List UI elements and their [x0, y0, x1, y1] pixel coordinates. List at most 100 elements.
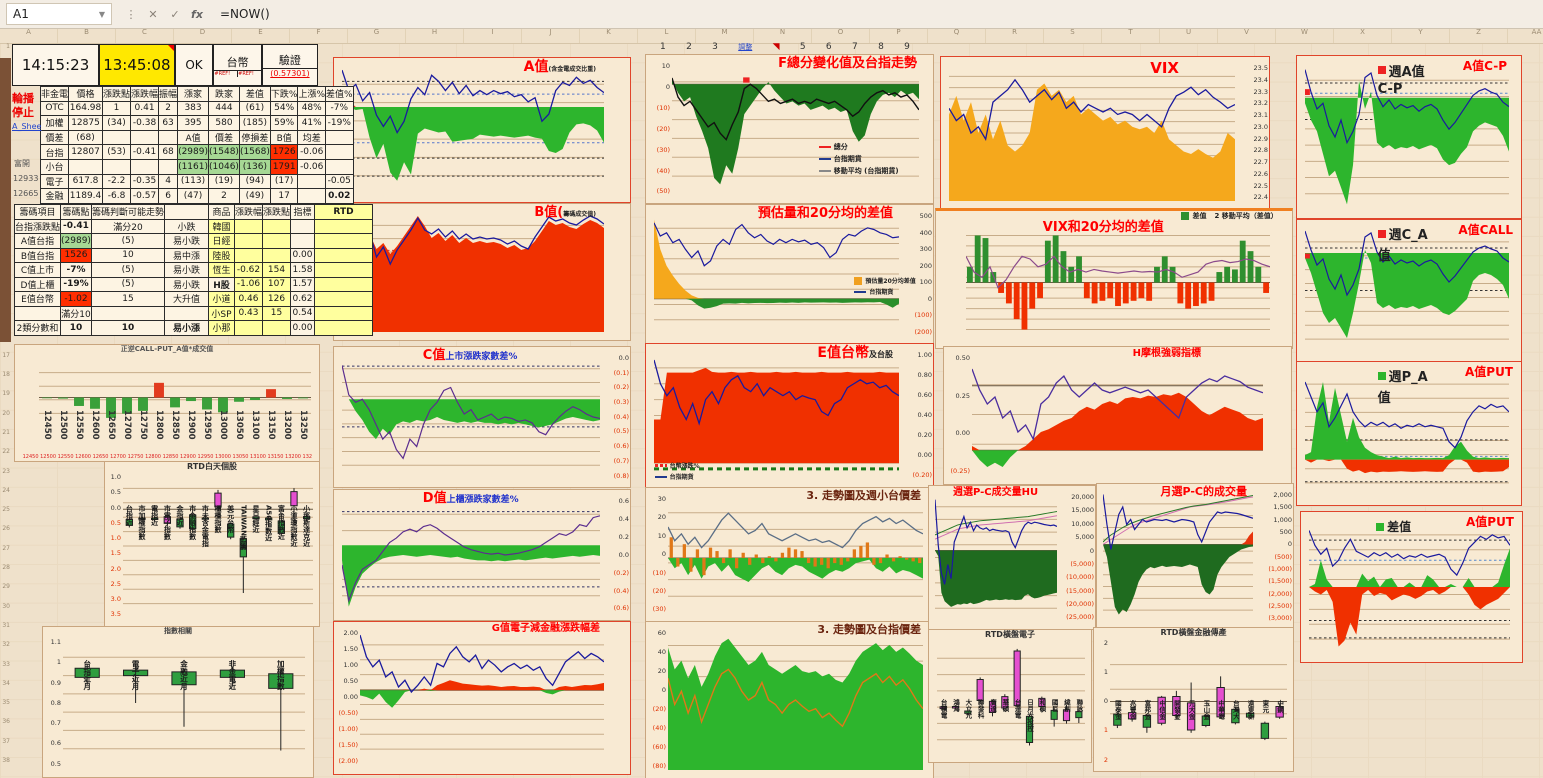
table-cell[interactable]: -0.41	[60, 218, 92, 234]
row-number[interactable]: 26	[2, 525, 10, 533]
table-cell[interactable]: 日經	[207, 233, 235, 249]
column-letter[interactable]: M	[696, 28, 754, 43]
table-cell[interactable]: (5)	[90, 262, 165, 278]
table-cell[interactable]: 0.46	[233, 291, 263, 307]
table-cell[interactable]: 小那	[207, 320, 235, 336]
table-cell[interactable]: 15	[261, 305, 292, 321]
table-cell[interactable]: 加權	[39, 115, 70, 131]
row-number[interactable]: 37	[2, 737, 10, 745]
table-cell[interactable]: C值上市	[13, 262, 62, 278]
row-number[interactable]: 34	[2, 679, 10, 687]
table-cell[interactable]: -0.35	[130, 173, 160, 190]
row-number[interactable]: 23	[2, 467, 10, 475]
table-cell[interactable]: 漲家	[177, 86, 209, 102]
table-cell[interactable]: -0.05	[325, 173, 354, 190]
table-cell[interactable]: 0.54	[290, 305, 315, 321]
table-cell[interactable]: (2989)	[177, 144, 209, 160]
table-cell[interactable]: 易小跌	[163, 276, 209, 292]
carousel-label[interactable]: 輪播	[12, 92, 34, 105]
column-letter[interactable]: V	[1218, 28, 1276, 43]
column-letter[interactable]: A	[0, 28, 58, 43]
stop-label[interactable]: 停止	[12, 106, 34, 119]
table-cell[interactable]: 商品	[207, 204, 235, 220]
table-cell[interactable]	[261, 320, 292, 336]
table-cell[interactable]: (1548)	[208, 144, 240, 160]
table-cell[interactable]: D值上櫃	[13, 276, 62, 292]
table-cell[interactable]: 漲跌幅	[130, 86, 160, 102]
table-cell[interactable]: 電子	[39, 173, 70, 190]
table-cell[interactable]: 0.41	[130, 100, 160, 117]
table-cell[interactable]: 6	[158, 188, 179, 204]
table-cell[interactable]: -0.06	[297, 144, 326, 160]
table-cell[interactable]: 停損差	[238, 129, 271, 146]
table-cell[interactable]: -19%	[60, 276, 92, 292]
row-number[interactable]: 19	[2, 390, 10, 398]
table-cell[interactable]: -0.62	[233, 262, 263, 278]
table-cell[interactable]: 陸股	[207, 247, 235, 263]
row-number[interactable]: 21	[2, 428, 10, 436]
table-cell[interactable]: -7%	[60, 262, 92, 278]
table-cell[interactable]: 價差	[208, 129, 240, 146]
table-cell[interactable]: 1726	[269, 144, 299, 160]
table-cell[interactable]: 金融	[39, 188, 70, 204]
column-letter[interactable]: D	[174, 28, 232, 43]
table-cell[interactable]: (19)	[208, 173, 240, 190]
row-number[interactable]: 1	[6, 43, 10, 50]
table-cell[interactable]: -19%	[325, 115, 354, 131]
column-letter[interactable]: S	[1044, 28, 1102, 43]
table-cell[interactable]: 均差	[297, 129, 326, 146]
table-cell[interactable]: 54%	[269, 100, 299, 117]
table-cell[interactable]: (17)	[269, 173, 299, 190]
table-cell[interactable]	[163, 305, 209, 321]
table-cell[interactable]: -6.8	[102, 188, 132, 204]
row-number[interactable]: 29	[2, 583, 10, 591]
fx-icon[interactable]: fx	[191, 7, 203, 21]
table-cell[interactable]	[163, 204, 209, 220]
table-cell[interactable]: 0.00	[290, 320, 315, 336]
table-cell[interactable]	[130, 158, 160, 175]
table-cell[interactable]: 2	[208, 188, 240, 204]
table-cell[interactable]: 0.02	[325, 188, 354, 204]
table-cell[interactable]: 差值	[238, 86, 271, 102]
column-letter[interactable]: Q	[928, 28, 986, 43]
table-cell[interactable]: 恆生	[207, 262, 235, 278]
table-cell[interactable]: 振幅	[158, 86, 179, 102]
column-letter[interactable]: F	[290, 28, 348, 43]
column-letter[interactable]: Z	[1450, 28, 1508, 43]
table-cell[interactable]: 小跌	[163, 218, 209, 234]
table-cell[interactable]: 指標	[290, 204, 315, 220]
table-cell[interactable]: 1.57	[290, 276, 315, 292]
row-number[interactable]: 18	[2, 371, 10, 379]
table-cell[interactable]: 2類分數和	[13, 320, 62, 336]
table-cell[interactable]: 小SP	[207, 305, 235, 321]
table-cell[interactable]: -0.41	[130, 144, 160, 160]
table-cell[interactable]: -7%	[325, 100, 354, 117]
table-cell[interactable]: (68)	[68, 129, 104, 146]
column-letter[interactable]: H	[406, 28, 464, 43]
table-cell[interactable]: 383	[177, 100, 209, 117]
row-number[interactable]: 32	[2, 641, 10, 649]
table-cell[interactable]: (2989)	[60, 233, 92, 249]
table-cell[interactable]: (47)	[177, 188, 209, 204]
table-cell[interactable]	[314, 233, 373, 249]
table-cell[interactable]	[325, 158, 354, 175]
column-letter[interactable]: B	[58, 28, 116, 43]
table-cell[interactable]: RTD	[314, 204, 373, 220]
column-letter[interactable]: K	[580, 28, 638, 43]
table-cell[interactable]: 韓國	[207, 218, 235, 234]
table-cell[interactable]: (53)	[102, 144, 132, 160]
table-cell[interactable]: 4	[158, 173, 179, 190]
table-cell[interactable]: -2.2	[102, 173, 132, 190]
column-letter[interactable]: T	[1102, 28, 1160, 43]
table-cell[interactable]: 非金電	[39, 86, 70, 102]
table-cell[interactable]: 154	[261, 262, 292, 278]
column-letter[interactable]: P	[870, 28, 928, 43]
table-cell[interactable]	[314, 305, 373, 321]
table-cell[interactable]	[325, 144, 354, 160]
table-cell[interactable]: (1568)	[238, 144, 271, 160]
table-cell[interactable]: (5)	[90, 233, 165, 249]
row-number[interactable]: 25	[2, 506, 10, 514]
column-letter[interactable]: AA	[1508, 28, 1543, 43]
table-cell[interactable]: 1	[102, 100, 132, 117]
table-cell[interactable]: 0.62	[290, 291, 315, 307]
